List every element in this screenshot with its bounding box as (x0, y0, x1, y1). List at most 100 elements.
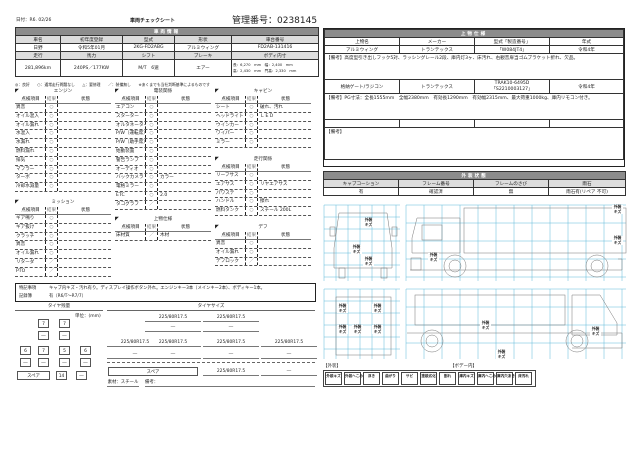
column-header: 点検項目 (221, 97, 240, 102)
tire-remain-title: タイヤ残量 (15, 303, 103, 311)
rear-tire-size-sub: ― (261, 350, 317, 359)
sheet-title: 車両チェックシート (130, 18, 176, 24)
label: 上物名 (324, 37, 400, 46)
status-text (58, 104, 111, 112)
status-text (58, 139, 111, 147)
rear-tire-size: 225/80R17.5 (107, 338, 163, 347)
rear-outline (335, 296, 392, 356)
value: 確認済 (398, 187, 474, 196)
check-row: 燃料タンク ○ スチール 200L (215, 207, 311, 216)
check-section-cabin: ◤ キャビン 点検項目 結果 状態 シート ○ 破れ、汚れ ヘッドライト ○ ＬＥＤ ウインカー ○ ワイ… (215, 88, 311, 148)
section-title: ミッション (51, 200, 75, 205)
result-mark: ○ (245, 139, 258, 147)
check-row: ギア抜け ○ (15, 223, 111, 233)
check-row: P/W（運転席） ○ (115, 130, 211, 140)
memo-3: 【備考】 (323, 127, 625, 160)
item-name: 警告ランプ (116, 157, 139, 163)
legend-item: 庫内キズ (458, 372, 475, 385)
status-text (158, 139, 211, 147)
section-marker-icon: ◤ (115, 88, 119, 94)
tire-size-title: タイヤサイズ (107, 303, 315, 311)
damage-mark: 外装キズ (372, 303, 383, 313)
check-row: ワイパー ○ (215, 130, 311, 140)
front-tire-size-sub: ― (145, 323, 201, 332)
value: 令和4年 (548, 45, 625, 54)
record-text: 有（R6/T〜R7/7） (49, 294, 86, 299)
value: トランテックス (399, 45, 475, 54)
status-text (58, 157, 111, 165)
item-name: ギア抜け (16, 224, 35, 230)
result-mark: ○ (245, 180, 258, 189)
rear-tire-depth-sub: ― (80, 358, 91, 367)
column-header-row: 点検項目 結果 状態 (115, 224, 211, 232)
column-header: 状態 (80, 208, 91, 213)
result-legend: ◎：良好 ○：通常走行問題なし △：要修理 ／：装備無し ※あくまでも当社判断基… (15, 82, 210, 87)
value: トランテックス (399, 79, 475, 94)
label: 雨石 (547, 179, 627, 188)
value: 無 (473, 187, 549, 196)
rear-tire-size: 225/80R17.5 (145, 338, 201, 347)
check-row: 床材質 ／木材 (115, 232, 211, 241)
legend-item: サビ (401, 372, 418, 385)
value: アルミウィング (174, 43, 232, 52)
status-text (258, 249, 311, 257)
status-text: カラー (160, 175, 174, 181)
column-header-row: 点検項目 結果 状態 (215, 96, 311, 104)
result-mark: ○ (45, 156, 58, 165)
check-row: 燃料漏れ ○ (15, 147, 111, 157)
check-row: ターボ ○ (15, 174, 111, 184)
status-text (58, 174, 111, 182)
column-header: 点検項目 (21, 97, 40, 102)
column-header: 点検項目 (121, 97, 140, 102)
status-text: スチール 200L (260, 208, 292, 214)
rear-tire-depth: 7 (38, 346, 49, 355)
check-row: クラッチ ○ (15, 232, 111, 242)
value: M/T 6速 (122, 59, 175, 77)
item-name: P/W（助手席） (116, 140, 145, 146)
check-section-mission: ◤ ミッション 点検項目 結果 状態 ギア鳴り ○ ギア抜け ○ クラッチ ○ 異音 ○ オイル漏れ ○ リタ… (15, 199, 111, 277)
result-mark: ○ (245, 112, 258, 121)
check-row: オルタネーター ○ (115, 121, 211, 131)
check-row: ミラー ○ (215, 139, 311, 148)
result-mark: ○ (45, 130, 58, 139)
rear-tire-depth: 5 (59, 346, 70, 355)
rear-tire-size: 225/80R17.5 (203, 338, 259, 347)
damage-mark: 外装キズ (480, 320, 491, 330)
section-marker-icon: ◤ (215, 156, 219, 162)
upper-spec-table: 上物仕様 上物名 メーカー 型式「製造番号」 年式 アルミウィング トランテックス 「W0… (323, 29, 625, 160)
serial: 「S2210003127」 (491, 86, 533, 92)
label: 型式「製造番号」 (474, 37, 550, 46)
column-header: 状態 (180, 97, 191, 102)
column-header: 結果 (245, 164, 258, 171)
damage-mark: 外装キズ (612, 204, 623, 214)
check-section-diff: ◤ デフ 点検項目 結果 状態 異音 ○ オイル漏れ ○ デフロック ／ (215, 224, 311, 267)
check-section-electric: ◤ 電装関係 点検項目 結果 状態 エアコン ○ スターター ○ オルタネーター ○ P/W（運転席）… (115, 88, 211, 210)
tire-memo: 備考： (145, 378, 315, 387)
rear-tire-depth: 6 (20, 346, 31, 355)
section-title: デフ (258, 225, 268, 230)
label: 車名 (15, 35, 61, 44)
status-text (158, 201, 211, 209)
side-box-outline (463, 207, 627, 254)
item-name: エアサス (216, 181, 235, 187)
status-text (58, 241, 111, 249)
damage-mark: 外装キズ (337, 324, 348, 334)
status-text (158, 122, 211, 130)
status-text (58, 224, 111, 232)
value: 281,896km (15, 59, 61, 77)
column-header: 点検項目 (121, 225, 140, 230)
column-header: 結果 (245, 96, 258, 103)
item-name: 始動装置 (116, 148, 135, 154)
value: 2KG-FD2ABG (122, 43, 175, 52)
result-mark: ○ (45, 165, 58, 174)
status-text (158, 166, 211, 174)
column-header-row: 点検項目 結果 状態 (215, 232, 311, 240)
section-title: 電装関係 (153, 89, 173, 94)
status-text (258, 130, 311, 138)
notes-text: キャブ内キズ・汚れ有り。ディスプレイ操作ボタン外れ。エンジンキー3本（メインキー… (49, 286, 265, 291)
result-mark: ○ (45, 112, 58, 121)
result-mark: ○ (245, 207, 258, 215)
item-name: リーフサス (216, 173, 239, 178)
spare-size-label: スペア (108, 367, 198, 376)
check-row: エアサス ○ リヤエアサス (215, 180, 311, 190)
